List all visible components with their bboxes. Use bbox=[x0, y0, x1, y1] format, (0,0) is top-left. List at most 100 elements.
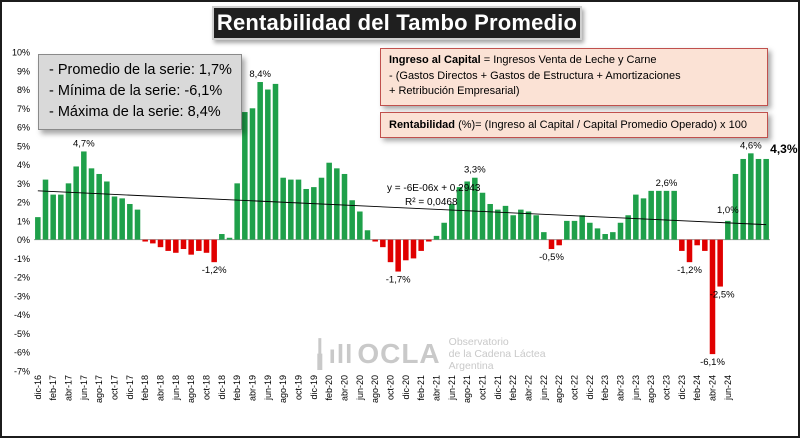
x-tick-label: dic-21 bbox=[493, 375, 503, 400]
x-tick-label: dic-17 bbox=[125, 375, 135, 400]
y-tick-label: 5% bbox=[17, 141, 30, 151]
x-tick-label: jun-22 bbox=[539, 375, 549, 401]
bar bbox=[755, 158, 762, 240]
bar bbox=[364, 230, 371, 240]
bar bbox=[617, 222, 624, 240]
bar bbox=[525, 211, 532, 240]
y-tick-label: -2% bbox=[14, 273, 30, 283]
bar bbox=[456, 187, 463, 240]
bar bbox=[686, 239, 693, 263]
bar bbox=[127, 203, 133, 240]
y-tick-label: 0% bbox=[17, 235, 30, 245]
x-tick-label: dic-23 bbox=[677, 375, 687, 400]
definition-line-2: - (Gastos Directos + Gastos de Estructur… bbox=[389, 69, 681, 82]
x-tick-label: oct-23 bbox=[662, 375, 672, 400]
x-tick-label: feb-17 bbox=[48, 375, 58, 401]
bar bbox=[679, 239, 685, 251]
data-label: -2,5% bbox=[710, 290, 735, 301]
bar bbox=[625, 215, 631, 240]
x-tick-label: jun-19 bbox=[263, 375, 273, 401]
x-tick-label: dic-16 bbox=[33, 375, 43, 400]
bar bbox=[732, 173, 739, 240]
bar bbox=[357, 211, 363, 240]
trendline-formula: y = -6E-06x + 0,2943 bbox=[387, 183, 481, 194]
bar bbox=[334, 168, 340, 240]
stat-minimum: - Mínima de la serie: -6,1% bbox=[49, 83, 223, 99]
bar bbox=[265, 89, 271, 240]
bar bbox=[579, 215, 585, 240]
bar bbox=[610, 232, 616, 240]
stat-average: - Promedio de la serie: 1,7% bbox=[49, 62, 232, 78]
bar bbox=[35, 217, 41, 240]
bar bbox=[663, 190, 670, 240]
bar bbox=[272, 83, 279, 240]
bar bbox=[288, 179, 294, 240]
x-tick-label: feb-24 bbox=[692, 375, 702, 401]
y-tick-label: -3% bbox=[14, 291, 30, 301]
y-tick-label: 8% bbox=[17, 85, 30, 95]
y-tick-label: -7% bbox=[14, 367, 30, 377]
bar bbox=[150, 239, 156, 244]
bar bbox=[656, 190, 662, 240]
x-tick-label: oct-17 bbox=[110, 375, 120, 400]
bar bbox=[341, 173, 348, 240]
y-tick-label: 6% bbox=[17, 123, 30, 133]
x-tick-label: dic-19 bbox=[309, 375, 319, 400]
bar bbox=[372, 239, 378, 242]
definition-term: Ingreso al Capital bbox=[389, 54, 481, 66]
y-tick-label: 7% bbox=[17, 104, 30, 114]
x-tick-label: abr-24 bbox=[708, 375, 718, 401]
y-tick-label: -1% bbox=[14, 254, 30, 264]
bar bbox=[280, 177, 286, 240]
bar bbox=[495, 209, 501, 240]
ocla-watermark-logo: ╽ıll OCLA Observatorio de la Cadena Láct… bbox=[312, 332, 546, 376]
bar bbox=[702, 239, 708, 251]
y-tick-label: 9% bbox=[17, 66, 30, 76]
bar bbox=[96, 173, 102, 240]
bar bbox=[142, 239, 148, 242]
bar bbox=[441, 222, 447, 240]
bar bbox=[594, 228, 601, 240]
rentabilidad-term: Rentabilidad bbox=[389, 119, 456, 131]
bar bbox=[709, 239, 716, 355]
x-tick-label: jun-18 bbox=[171, 375, 181, 401]
bar bbox=[633, 194, 639, 240]
bar bbox=[487, 203, 493, 240]
trendline-equation: y = -6E-06x + 0,2943 R² = 0,0468 bbox=[387, 182, 480, 210]
x-tick-label: abr-18 bbox=[156, 375, 166, 401]
x-tick-label: jun-17 bbox=[79, 375, 89, 401]
bar bbox=[587, 222, 593, 240]
bar bbox=[311, 187, 317, 240]
stats-box: - Promedio de la serie: 1,7% - Mínima de… bbox=[38, 54, 242, 130]
y-tick-label: -5% bbox=[14, 329, 30, 339]
x-tick-label: ago-18 bbox=[186, 375, 196, 403]
bar bbox=[548, 239, 555, 250]
x-tick-label: feb-21 bbox=[416, 375, 426, 401]
x-tick-label: jun-21 bbox=[447, 375, 457, 401]
bar bbox=[564, 220, 570, 240]
data-label: 1,0% bbox=[717, 205, 739, 216]
bar bbox=[479, 192, 486, 240]
x-tick-label: ago-17 bbox=[94, 375, 104, 403]
data-label: -0,5% bbox=[539, 252, 564, 263]
bar bbox=[518, 209, 524, 240]
bar bbox=[318, 177, 325, 240]
bar bbox=[219, 234, 225, 240]
bar bbox=[510, 215, 516, 240]
bar bbox=[395, 239, 401, 272]
rentabilidad-box: Rentabilidad (%)= (Ingreso al Capital / … bbox=[380, 112, 768, 138]
bar bbox=[748, 153, 754, 240]
bar bbox=[426, 239, 432, 242]
logo-line-2: de la Cadena Láctea bbox=[448, 348, 546, 360]
bar bbox=[717, 239, 723, 287]
bar bbox=[188, 239, 194, 255]
bar bbox=[403, 239, 409, 261]
bar bbox=[449, 203, 455, 240]
bar bbox=[418, 239, 424, 251]
x-tick-label: oct-21 bbox=[478, 375, 488, 400]
bar bbox=[502, 205, 509, 240]
x-tick-label: feb-22 bbox=[508, 375, 518, 401]
bar bbox=[295, 179, 302, 240]
bar bbox=[556, 239, 562, 246]
trendline bbox=[37, 190, 767, 226]
